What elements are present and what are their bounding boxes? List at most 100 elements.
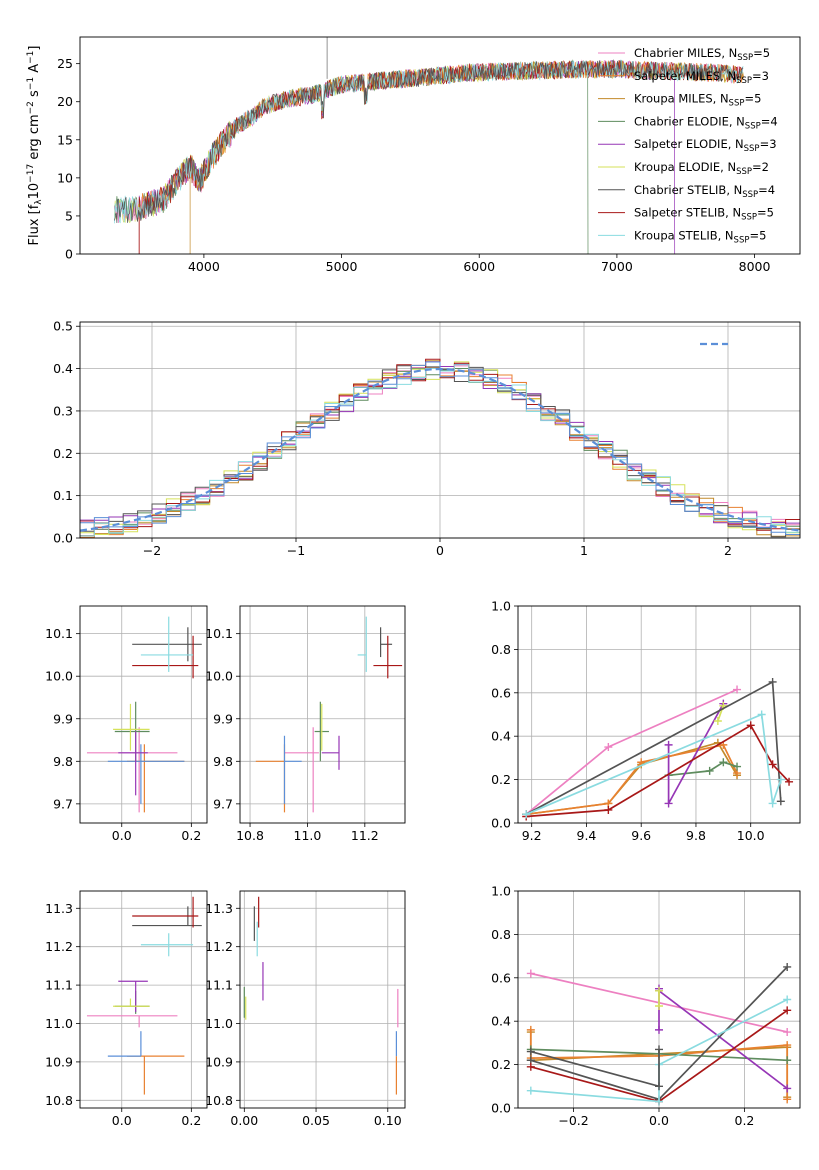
legend-subscript: SSP [737,53,753,63]
plus-marker [604,805,613,814]
legend-subscript: SSP [741,213,757,223]
y-tick-label: 11.0 [45,1016,73,1031]
error-point [140,616,194,672]
legend-name: Kroupa ELODIE, N [634,160,736,174]
error-point [113,703,150,751]
x-tick-label: −1 [287,543,305,558]
error-point [255,744,286,813]
legend-label-6: Chabrier STELIB, NSSP=4 [634,183,775,200]
y-tick-label: 9.9 [213,711,233,726]
error-point [114,990,150,1014]
plot-area [80,358,800,538]
plus-marker [522,810,531,819]
plus-marker [655,1097,663,1106]
legend-label-0: Chabrier MILES, NSSP=5 [634,46,770,63]
y-tick-label: 11.0 [205,1016,233,1031]
spectrum-model-line [138,59,744,254]
y-label-part: −2 [26,101,36,114]
x-tick-label: 8000 [739,259,771,274]
legend-nssp: =3 [760,137,777,151]
legend-label-4: Salpeter ELODIE, NSSP=3 [634,137,777,154]
plus-marker [776,775,785,784]
x-tick-label: 9.8 [686,828,706,843]
y-label-part: −17 [26,164,36,183]
error-point [380,627,393,658]
x-tick-label: 11.2 [351,828,379,843]
x-tick-label: −0.2 [558,1113,588,1128]
weight-line [526,724,790,818]
y-label-part: Flux [f [27,204,42,245]
legend-nssp: =5 [744,92,761,106]
legend-subscript: SSP [729,99,745,109]
x-tick-label: 9.4 [577,828,597,843]
y-tick-label: 0.2 [53,446,73,461]
plus-marker [768,799,777,808]
y-tick-label: 0.0 [53,531,73,546]
y-tick-label: 15 [57,132,73,147]
plot-area [243,896,399,1095]
plus-marker [783,1084,792,1093]
error-point [321,735,340,770]
legend-label-2: Kroupa MILES, NSSP=5 [634,92,761,109]
y-tick-label: 20 [57,94,73,109]
plus-marker [655,1025,663,1034]
plus-marker [757,710,766,719]
x-tick-label: 4000 [188,259,220,274]
error-point [373,635,403,679]
legend-label-1: Salpeter MILES, NSSP=3 [634,69,769,86]
y-tick-label: 9.8 [53,754,73,769]
x-tick-label: 0.10 [374,1113,402,1128]
plot-area [86,616,202,813]
panel-massweight-vs-age: 9.2 9.4 9.6 9.8 10.0 0.0 0.2 0.4 0.6 0.8 1.0 [491,599,801,843]
plot-area [522,677,794,821]
plus-marker [719,758,728,767]
y-label-part: s [27,90,42,101]
y-tick-label: 1.0 [491,884,511,899]
x-tick-label: 6000 [463,259,495,274]
plus-marker [526,1025,535,1034]
plus-marker [713,717,722,726]
legend-nssp: =5 [753,46,770,60]
plus-marker [783,1006,792,1015]
y-axis-label: Flux [fλ10−17 erg cm−2 s−1 A−1] [26,46,44,246]
error-point [86,1015,178,1028]
axes-frame [239,605,406,824]
legend-subscript: SSP [744,144,760,154]
legend-name: Kroupa MILES, N [634,92,729,106]
weight-line [658,988,788,1090]
y-label-part: erg cm [27,114,42,163]
legend-name: Chabrier MILES, N [634,46,737,60]
legend-subscript: SSP [736,76,752,86]
x-tick-label: 0.05 [302,1113,330,1128]
plus-marker [733,762,742,771]
plot-area [526,962,792,1106]
plus-marker [783,1056,792,1065]
legend-nssp: =2 [752,160,769,174]
plot-area [86,896,202,1095]
error-point [283,735,302,804]
legend-name: Salpeter STELIB, N [634,206,741,220]
legend-label-7: Salpeter STELIB, NSSP=5 [634,206,774,223]
y-tick-label: 11.3 [205,901,233,916]
plus-marker [783,1095,792,1104]
weight-line [525,713,782,816]
y-label-part: −1 [26,51,36,64]
y-tick-label: 11.1 [45,978,73,993]
y-tick-label: 0.2 [491,1057,511,1072]
x-tick-label: 0.0 [112,828,132,843]
error-point [132,896,199,928]
y-tick-label: 0.5 [53,319,73,334]
x-tick-label: 0.0 [112,1113,132,1128]
error-point [107,1031,142,1057]
error-point [132,627,202,662]
y-tick-label: 0.6 [491,970,511,985]
plus-marker [783,962,792,971]
spectrum-model-line [114,59,744,224]
y-tick-label: 10.9 [45,1054,73,1069]
legend-nssp: =4 [761,114,778,128]
x-tick-label: 0.2 [181,828,201,843]
plus-marker [526,1086,535,1095]
legend-subscript: SSP [736,167,752,177]
x-tick-label: 10.8 [236,828,264,843]
y-tick-label: 9.7 [53,796,73,811]
